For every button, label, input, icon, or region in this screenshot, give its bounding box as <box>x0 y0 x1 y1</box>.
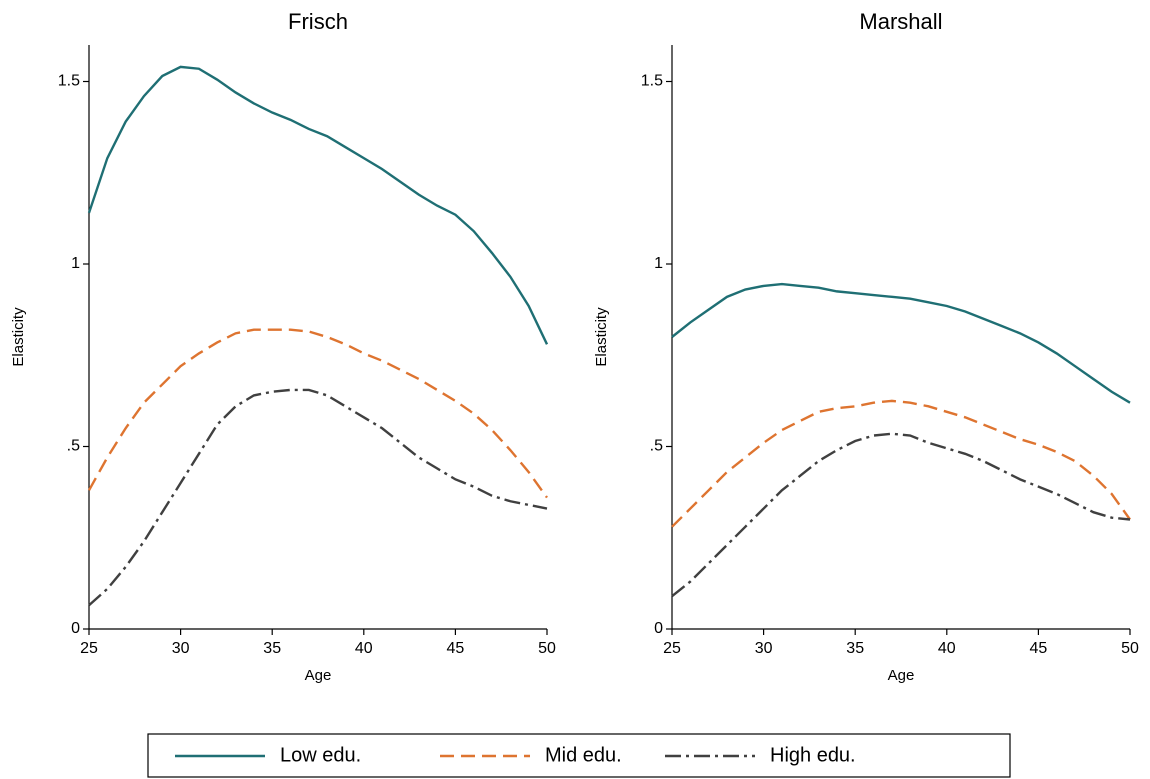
y-tick-label: 1 <box>654 255 663 272</box>
x-tick-label: 40 <box>355 640 373 657</box>
x-tick-label: 30 <box>172 640 190 657</box>
x-tick-label: 30 <box>755 640 773 657</box>
series-line <box>671 399 1131 528</box>
y-tick-label: .5 <box>650 438 663 455</box>
legend <box>147 733 1011 778</box>
x-tick-label: 35 <box>846 640 864 657</box>
series-line <box>87 328 548 499</box>
x-tick-label: 45 <box>1030 640 1048 657</box>
series-line <box>671 282 1131 404</box>
x-tick-label: 50 <box>1121 640 1139 657</box>
x-tick-label: 25 <box>663 640 681 657</box>
series-line <box>88 388 548 607</box>
y-tick-label: 1 <box>71 255 80 272</box>
x-tick-label: 45 <box>447 640 465 657</box>
y-axis-label: Elasticity <box>593 307 610 367</box>
x-tick-label: 40 <box>938 640 956 657</box>
y-tick-label: 0 <box>654 620 663 637</box>
legend-label: High edu. <box>770 744 856 766</box>
x-tick-label: 50 <box>538 640 556 657</box>
x-tick-label: 25 <box>80 640 98 657</box>
y-tick-label: 1.5 <box>641 73 663 90</box>
y-tick-label: .5 <box>67 438 80 455</box>
y-tick-label: 1.5 <box>58 73 80 90</box>
y-tick-label: 0 <box>71 620 80 637</box>
series-line <box>671 432 1131 598</box>
legend-label: Low edu. <box>280 744 361 766</box>
chart-title: Marshall <box>859 9 942 34</box>
series-line <box>87 65 549 345</box>
legend-label: Mid edu. <box>545 744 622 766</box>
x-axis-label: Age <box>305 667 332 684</box>
x-axis-label: Age <box>888 667 915 684</box>
y-axis-label: Elasticity <box>10 307 27 367</box>
x-tick-label: 35 <box>263 640 281 657</box>
chart-title: Frisch <box>288 9 348 34</box>
